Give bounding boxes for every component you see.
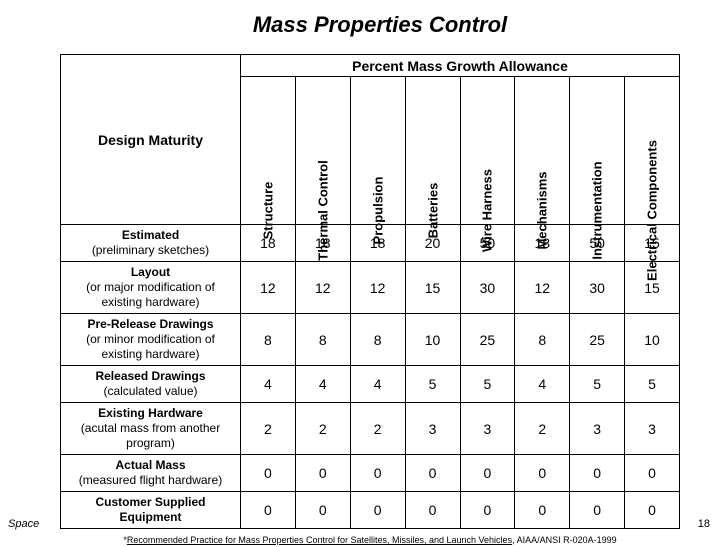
row-header: Actual Mass(measured flight hardware) — [61, 455, 241, 492]
col-batteries: Batteries — [405, 77, 460, 225]
row-header: Released Drawings(calculated value) — [61, 366, 241, 403]
cell: 5 — [625, 366, 680, 403]
cell: 5 — [570, 366, 625, 403]
row-header: Pre-Release Drawings(or minor modificati… — [61, 314, 241, 366]
cell: 2 — [295, 403, 350, 455]
cell: 3 — [405, 403, 460, 455]
cell: 0 — [515, 492, 570, 529]
row-header: Layout(or major modification of existing… — [61, 262, 241, 314]
cell: 10 — [405, 314, 460, 366]
cell: 8 — [350, 314, 405, 366]
cell: 3 — [460, 403, 515, 455]
cell: 0 — [405, 492, 460, 529]
cell: 0 — [625, 492, 680, 529]
cell: 4 — [515, 366, 570, 403]
cell: 0 — [460, 455, 515, 492]
cell: 12 — [350, 262, 405, 314]
cell: 0 — [515, 455, 570, 492]
col-wire-harness: Wire Harness — [460, 77, 515, 225]
table-container: Design Maturity Percent Mass Growth Allo… — [60, 54, 680, 529]
cell: 0 — [460, 492, 515, 529]
cell: 4 — [241, 366, 296, 403]
cell: 0 — [570, 492, 625, 529]
cell: 2 — [350, 403, 405, 455]
table-row: Actual Mass(measured flight hardware)000… — [61, 455, 680, 492]
col-mechanisms: Mechanisms — [515, 77, 570, 225]
cell: 30 — [570, 262, 625, 314]
table-body: Estimated(preliminary sketches)181818205… — [61, 225, 680, 529]
col-instrumentation: Instrumentation — [570, 77, 625, 225]
cell: 0 — [625, 455, 680, 492]
cell: 8 — [295, 314, 350, 366]
citation: *Recommended Practice for Mass Propertie… — [60, 535, 680, 547]
cell: 0 — [570, 455, 625, 492]
cell: 12 — [241, 262, 296, 314]
col-propulsion: Propulsion — [350, 77, 405, 225]
col-thermal: Thermal Control — [295, 77, 350, 225]
cell: 4 — [295, 366, 350, 403]
table-row: Customer Supplied Equipment00000000 — [61, 492, 680, 529]
cell: 8 — [241, 314, 296, 366]
cell: 5 — [460, 366, 515, 403]
col-electrical: Electrical Components — [625, 77, 680, 225]
cell: 2 — [241, 403, 296, 455]
footer-left: Space — [8, 518, 39, 530]
cell: 0 — [350, 492, 405, 529]
table-row: Existing Hardware(acutal mass from anoth… — [61, 403, 680, 455]
cell: 25 — [570, 314, 625, 366]
col-structure: Structure — [241, 77, 296, 225]
cell: 12 — [515, 262, 570, 314]
table-row: Pre-Release Drawings(or minor modificati… — [61, 314, 680, 366]
table-row: Layout(or major modification of existing… — [61, 262, 680, 314]
group-header: Percent Mass Growth Allowance — [241, 55, 680, 77]
cell: 8 — [515, 314, 570, 366]
cell: 25 — [460, 314, 515, 366]
cell: 0 — [350, 455, 405, 492]
cell: 3 — [625, 403, 680, 455]
table-row: Released Drawings(calculated value)44455… — [61, 366, 680, 403]
corner-header: Design Maturity — [61, 55, 241, 225]
cell: 0 — [241, 455, 296, 492]
page-number: 18 — [698, 518, 710, 530]
cell: 3 — [570, 403, 625, 455]
cell: 12 — [295, 262, 350, 314]
row-header: Existing Hardware(acutal mass from anoth… — [61, 403, 241, 455]
page-title: Mass Properties Control — [40, 0, 720, 48]
cell: 5 — [405, 366, 460, 403]
cell: 0 — [295, 492, 350, 529]
row-header: Estimated(preliminary sketches) — [61, 225, 241, 262]
cell: 0 — [295, 455, 350, 492]
cell: 30 — [460, 262, 515, 314]
cell: 10 — [625, 314, 680, 366]
cell: 0 — [405, 455, 460, 492]
cell: 2 — [515, 403, 570, 455]
cell: 0 — [241, 492, 296, 529]
mass-growth-table: Design Maturity Percent Mass Growth Allo… — [60, 54, 680, 529]
cell: 4 — [350, 366, 405, 403]
cell: 15 — [405, 262, 460, 314]
row-header: Customer Supplied Equipment — [61, 492, 241, 529]
